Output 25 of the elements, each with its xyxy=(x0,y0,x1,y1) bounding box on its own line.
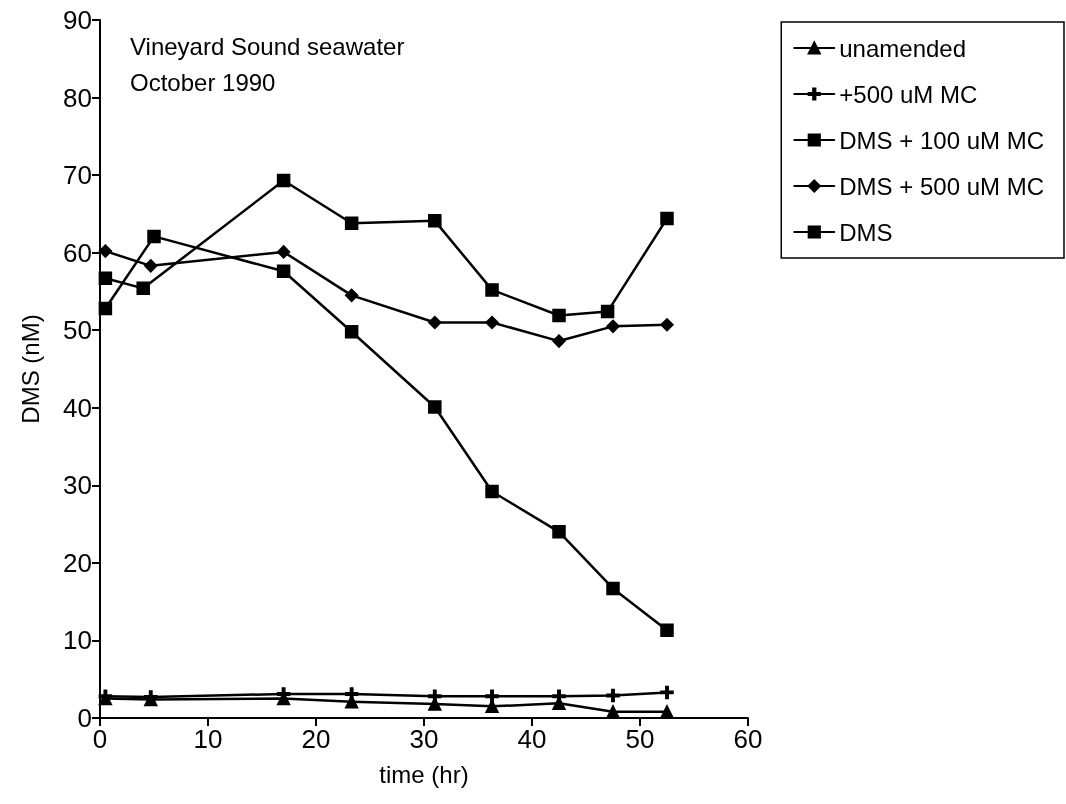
legend-label: DMS + 500 uM MC xyxy=(839,172,1045,200)
y-tick-label: 40 xyxy=(63,392,92,423)
x-axis-title: time (hr) xyxy=(379,760,469,788)
y-tick-label: 0 xyxy=(77,703,92,733)
y-tick-label: 70 xyxy=(63,160,92,191)
x-tick-label: 10 xyxy=(193,724,223,754)
x-tick-label: 60 xyxy=(733,724,763,754)
x-tick-label: 40 xyxy=(517,724,547,754)
legend-label: +500 uM MC xyxy=(839,80,978,108)
legend-label: DMS + 100 uM MC xyxy=(839,126,1045,154)
y-tick-label: 30 xyxy=(63,470,92,501)
x-tick-label: 30 xyxy=(409,724,439,754)
legend-label: DMS xyxy=(839,218,893,246)
y-tick-label: 50 xyxy=(63,315,92,346)
y-tick-label: 10 xyxy=(63,625,92,656)
y-tick-label: 60 xyxy=(63,237,92,268)
x-tick-label: 20 xyxy=(301,724,331,754)
y-tick-label: 20 xyxy=(63,547,92,578)
annotation: Vineyard Sound seawater xyxy=(130,32,405,60)
y-axis-title: DMS (nM) xyxy=(16,314,44,424)
x-tick-label: 50 xyxy=(625,724,655,754)
legend-label: unamended xyxy=(839,34,967,62)
annotation: October 1990 xyxy=(130,68,276,96)
y-tick-label: 90 xyxy=(63,5,92,35)
y-tick-label: 80 xyxy=(63,82,92,113)
